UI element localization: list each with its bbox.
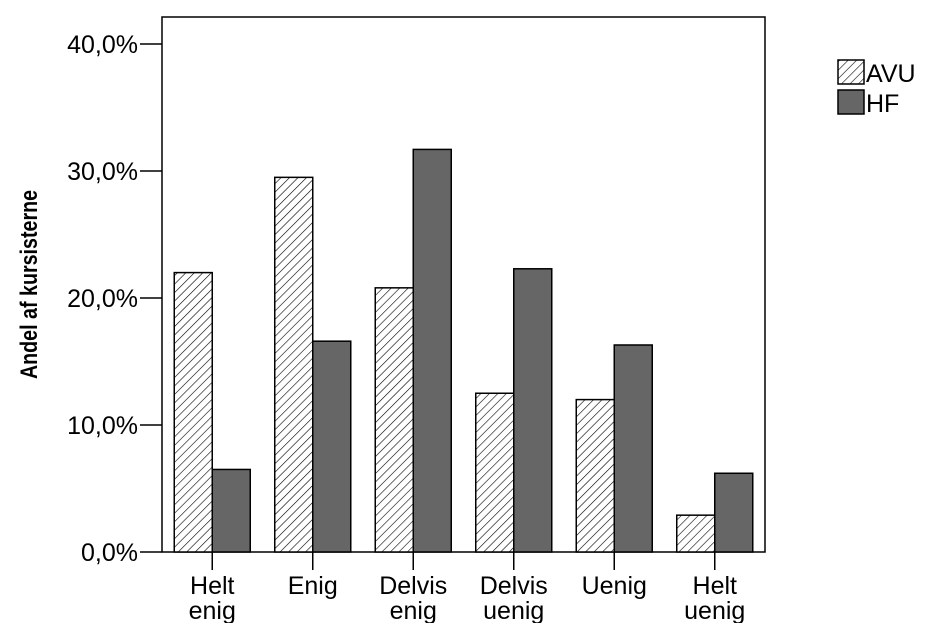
y-tick-label: 40,0% [67,31,138,59]
x-tick-label: Uenig [582,572,647,600]
y-tick-label: 30,0% [67,158,138,186]
bar-hf [412,148,452,553]
legend-swatch-avu [837,59,865,85]
x-tick-label: Helt uenig [684,572,745,623]
legend-swatch-hf [837,89,865,115]
x-tick-label-line: Helt [693,572,738,600]
x-tick-label: Enig [288,572,338,600]
x-tick-label-line: enig [390,597,437,623]
legend-label-avu: AVU [866,60,916,88]
x-tick-label: Delvis enig [379,572,447,623]
plot-frame [161,16,766,553]
bar-avu [676,514,716,553]
x-tick-label-line: Uenig [582,572,647,600]
bar-avu [374,287,414,553]
bar-hf [211,468,251,553]
x-tick-label-line: uenig [684,597,745,623]
x-tick-label-line: uenig [483,597,544,623]
bar-hf [513,268,553,553]
bar-hf [312,340,352,553]
x-tick-label: Delvis uenig [480,572,548,623]
y-tick-label: 10,0% [67,412,138,440]
x-tick-label-line: Helt [190,572,235,600]
y-tick-label: 0,0% [81,539,138,567]
bar-hf [613,344,653,553]
x-tick-label-line: Delvis [379,572,447,600]
x-tick-label: Helt enig [189,572,236,623]
legend-label-hf: HF [866,90,899,118]
bar-avu [173,271,213,553]
bar-hf [714,472,754,553]
bar-avu [274,176,314,553]
y-tick-label: 20,0% [67,285,138,313]
bar-avu [475,392,515,553]
y-axis-label: Andel af kursisterne [15,190,42,379]
x-tick-label-line: Enig [288,572,338,600]
x-tick-label-line: enig [189,597,236,623]
x-tick-label-line: Delvis [480,572,548,600]
bar-avu [575,398,615,553]
